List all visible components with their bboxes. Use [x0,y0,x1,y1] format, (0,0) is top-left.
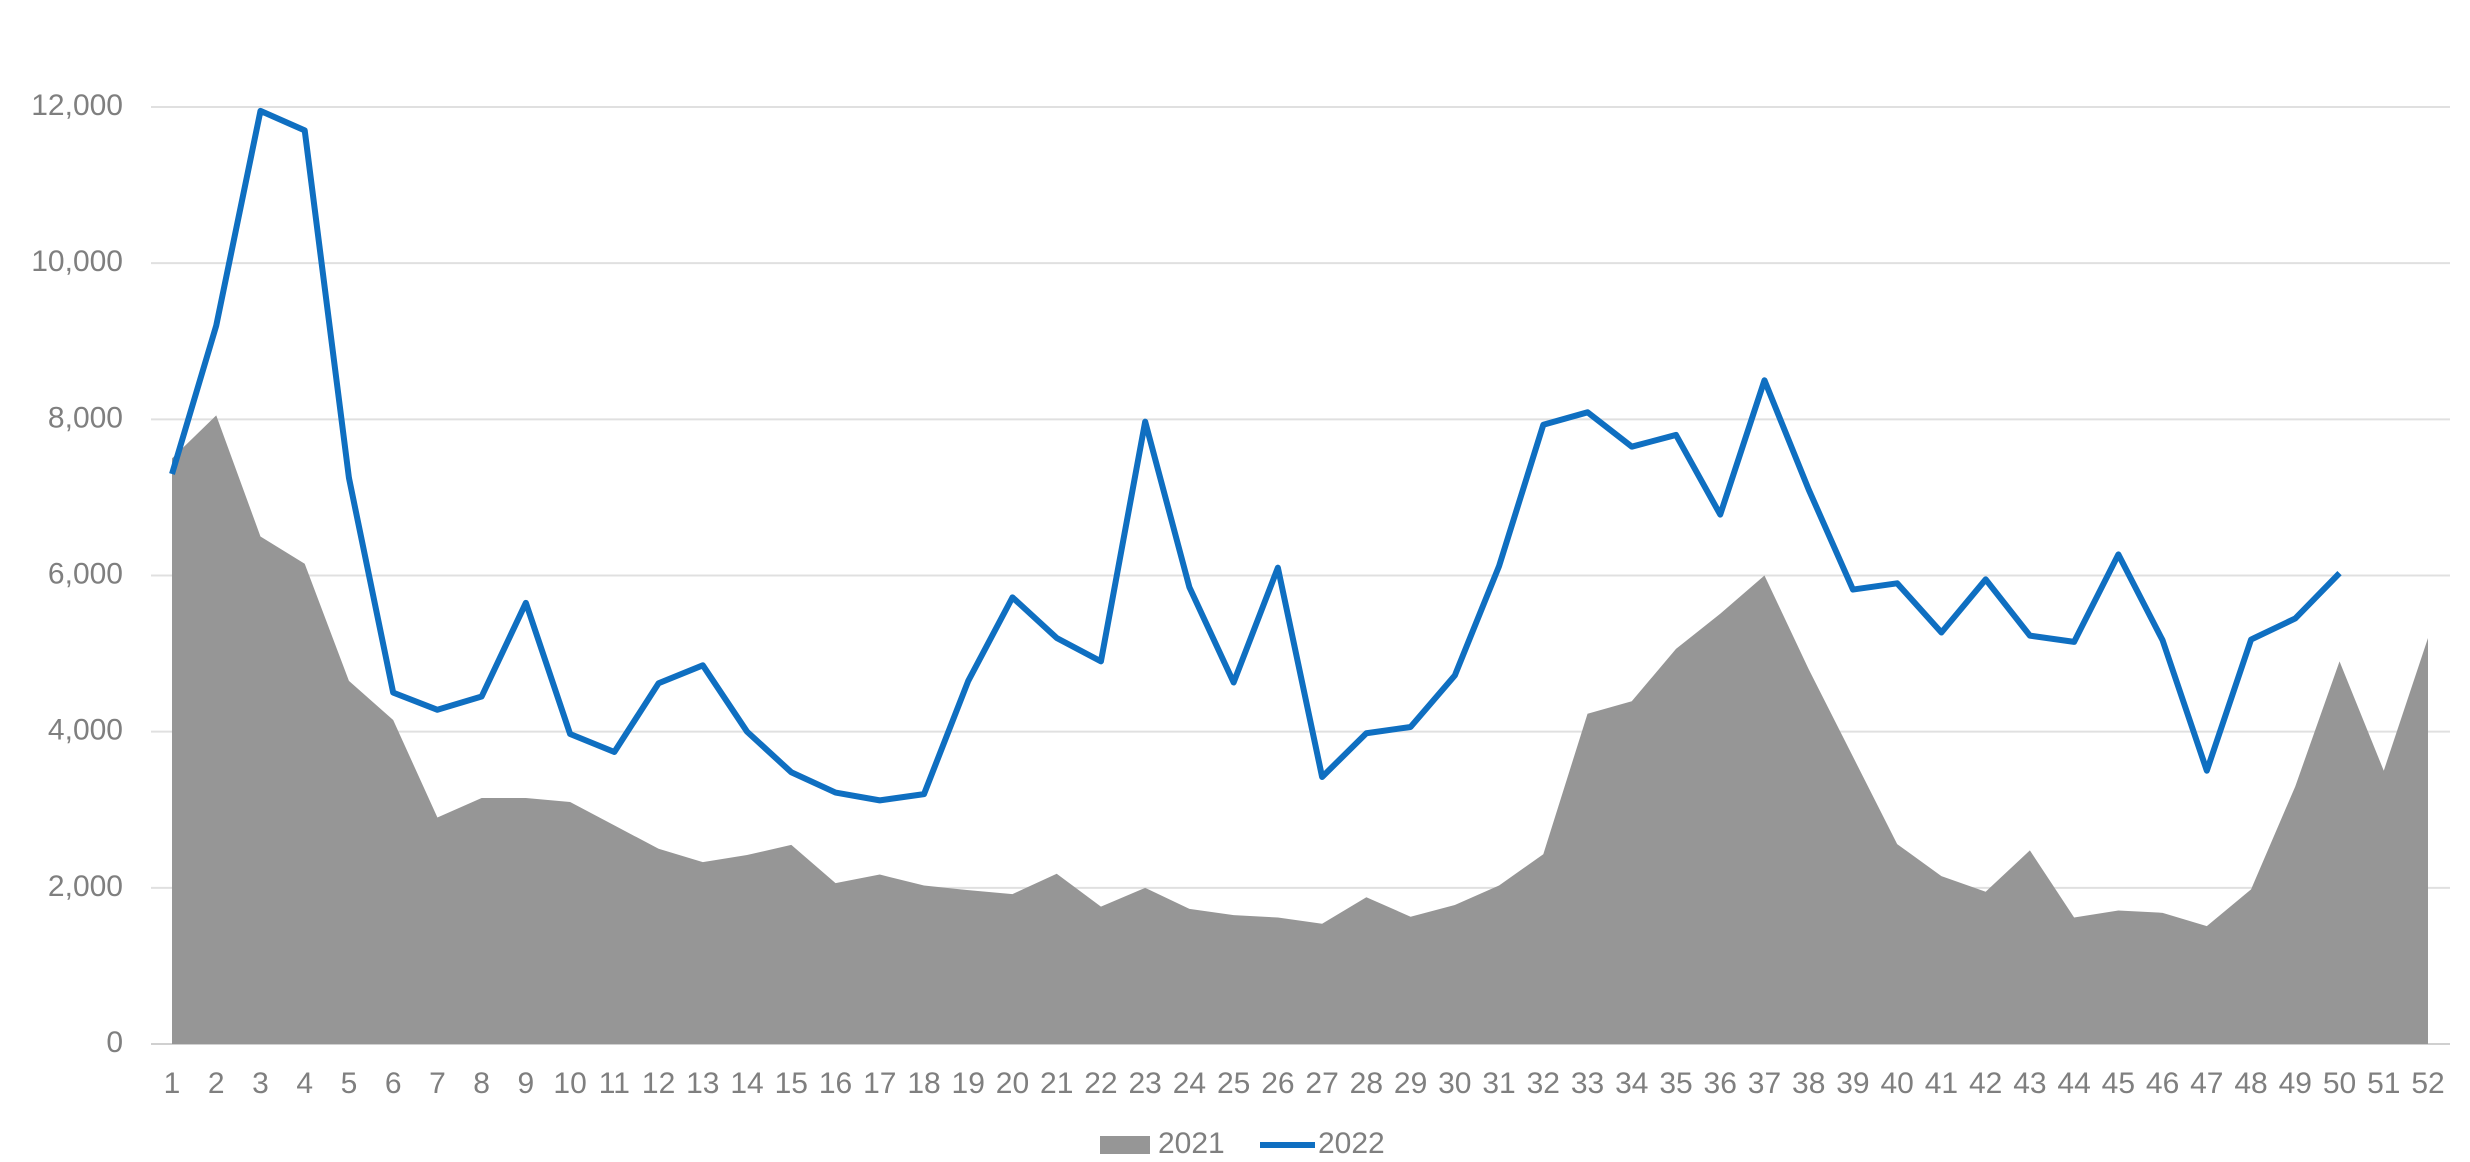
x-tick-label: 12 [642,1067,675,1100]
x-tick-label: 39 [1836,1067,1869,1100]
x-tick-label: 10 [553,1067,586,1100]
y-tick-label: 6,000 [48,557,123,590]
x-tick-label: 23 [1128,1067,1161,1100]
x-tick-label: 27 [1305,1067,1338,1100]
x-tick-label: 3 [252,1067,269,1100]
y-tick-label: 2,000 [48,870,123,903]
x-tick-label: 4 [296,1067,313,1100]
x-tick-label: 16 [819,1067,852,1100]
x-tick-label: 2 [208,1067,225,1100]
line [169,107,2342,804]
x-tick-label: 52 [2411,1067,2444,1100]
x-tick-label: 19 [952,1067,985,1100]
x-tick-label: 18 [907,1067,940,1100]
x-tick-label: 15 [775,1067,808,1100]
x-tick-label: 46 [2146,1067,2179,1100]
x-tick-label: 41 [1925,1067,1958,1100]
x-tick-label: 31 [1482,1067,1515,1100]
x-tick-label: 37 [1748,1067,1781,1100]
x-tick-label: 13 [686,1067,719,1100]
x-tick-label: 40 [1880,1067,1913,1100]
x-tick-label: 11 [599,1067,630,1100]
x-tick-label: 28 [1350,1067,1383,1100]
legend-label: 2022 [1318,1127,1385,1160]
x-tick-label: 20 [996,1067,1029,1100]
x-tick-label: 51 [2367,1067,2400,1100]
x-tick-label: 32 [1527,1067,1560,1100]
y-tick-label: 10,000 [31,245,123,278]
x-tick-label: 22 [1084,1067,1117,1100]
x-tick-label: 50 [2323,1067,2356,1100]
x-tick-label: 45 [2102,1067,2135,1100]
x-tick-label: 9 [518,1067,535,1100]
x-tick-label: 25 [1217,1067,1250,1100]
x-tick-label: 36 [1704,1067,1737,1100]
x-tick-label: 1 [164,1067,181,1100]
y-tick-label: 12,000 [31,89,123,122]
legend-swatch [1100,1136,1150,1154]
x-tick-label: 26 [1261,1067,1294,1100]
x-tick-label: 35 [1659,1067,1692,1100]
x-tick-label: 42 [1969,1067,2002,1100]
x-tick-label: 34 [1615,1067,1648,1100]
x-tick-label: 47 [2190,1067,2223,1100]
x-tick-label: 33 [1571,1067,1604,1100]
x-tick-label: 30 [1438,1067,1471,1100]
x-tick-label: 14 [730,1067,763,1100]
x-tick-label: 24 [1173,1067,1206,1100]
x-tick-label: 21 [1040,1067,1073,1100]
x-tick-label: 44 [2057,1067,2090,1100]
y-tick-label: 8,000 [48,401,123,434]
x-tick-label: 6 [385,1067,402,1100]
legend-label: 2021 [1158,1127,1225,1160]
x-tick-label: 48 [2234,1067,2267,1100]
x-tick-label: 38 [1792,1067,1825,1100]
x-tick-label: 8 [473,1067,490,1100]
x-tick-label: 43 [2013,1067,2046,1100]
x-tick-label: 29 [1394,1067,1427,1100]
x-tick-label: 49 [2279,1067,2312,1100]
y-tick-label: 0 [106,1026,123,1059]
x-tick-label: 17 [863,1067,896,1100]
x-tick-label: 5 [341,1067,358,1100]
x-tick-label: 7 [429,1067,446,1100]
y-tick-label: 4,000 [48,714,123,747]
area [172,415,2428,1044]
